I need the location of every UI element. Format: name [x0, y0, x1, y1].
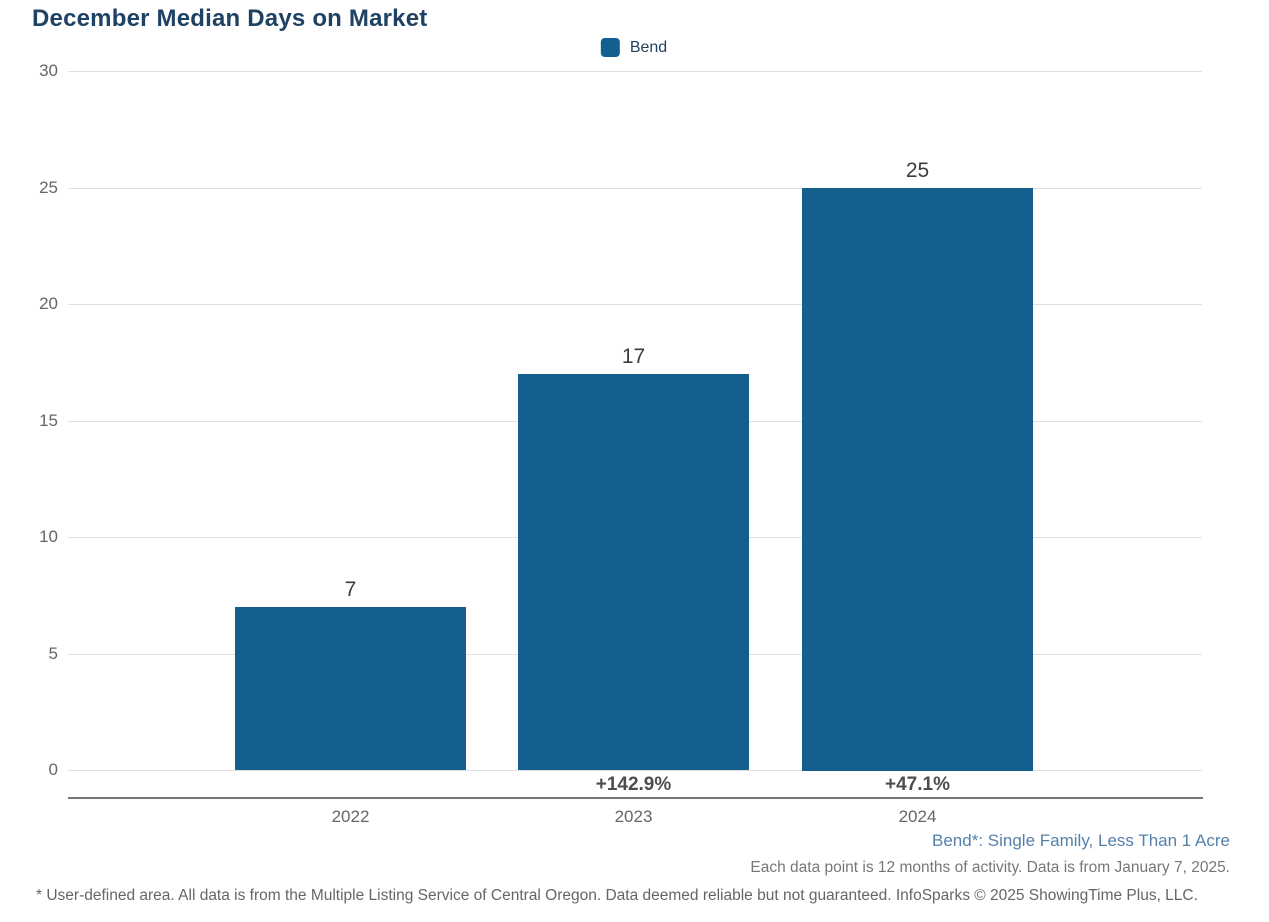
legend-label: Bend: [629, 38, 668, 56]
bar-2024[interactable]: [802, 188, 1033, 771]
data-period-note: Each data point is 12 months of activity…: [750, 859, 1230, 876]
x-axis-label-2024: 2024: [898, 807, 937, 826]
y-axis-tick-10: 10: [39, 527, 58, 546]
x-axis-label-2023: 2023: [614, 807, 653, 826]
y-axis-tick-0: 0: [48, 760, 58, 779]
y-axis-tick-25: 25: [39, 178, 58, 197]
x-axis-label-2022: 2022: [331, 807, 370, 826]
y-axis-tick-20: 20: [39, 294, 58, 313]
bar-value-2022: 7: [344, 578, 357, 601]
y-axis-tick-30: 30: [39, 61, 58, 80]
series-definition-note: Bend*: Single Family, Less Than 1 Acre: [932, 831, 1230, 850]
bar-value-2023: 17: [621, 345, 646, 368]
gridline-y-0: [68, 770, 1202, 771]
legend-item-bend[interactable]: Bend: [600, 38, 668, 57]
y-axis-tick-5: 5: [48, 644, 58, 663]
pct-change-2023: +142.9%: [595, 774, 672, 795]
pct-change-2024: +47.1%: [885, 774, 950, 795]
bar-2022[interactable]: [235, 607, 466, 770]
x-axis-line: [68, 797, 1203, 799]
gridline-y-25: [68, 188, 1202, 189]
chart-title: December Median Days on Market: [32, 5, 428, 32]
y-axis-tick-15: 15: [39, 411, 58, 430]
bar-value-2024: 25: [905, 159, 930, 182]
legend-swatch-icon: [600, 38, 620, 57]
gridline-y-30: [68, 71, 1202, 72]
gridline-y-20: [68, 304, 1202, 305]
bar-2023[interactable]: [518, 374, 749, 770]
disclaimer-note: * User-defined area. All data is from th…: [36, 887, 1198, 904]
